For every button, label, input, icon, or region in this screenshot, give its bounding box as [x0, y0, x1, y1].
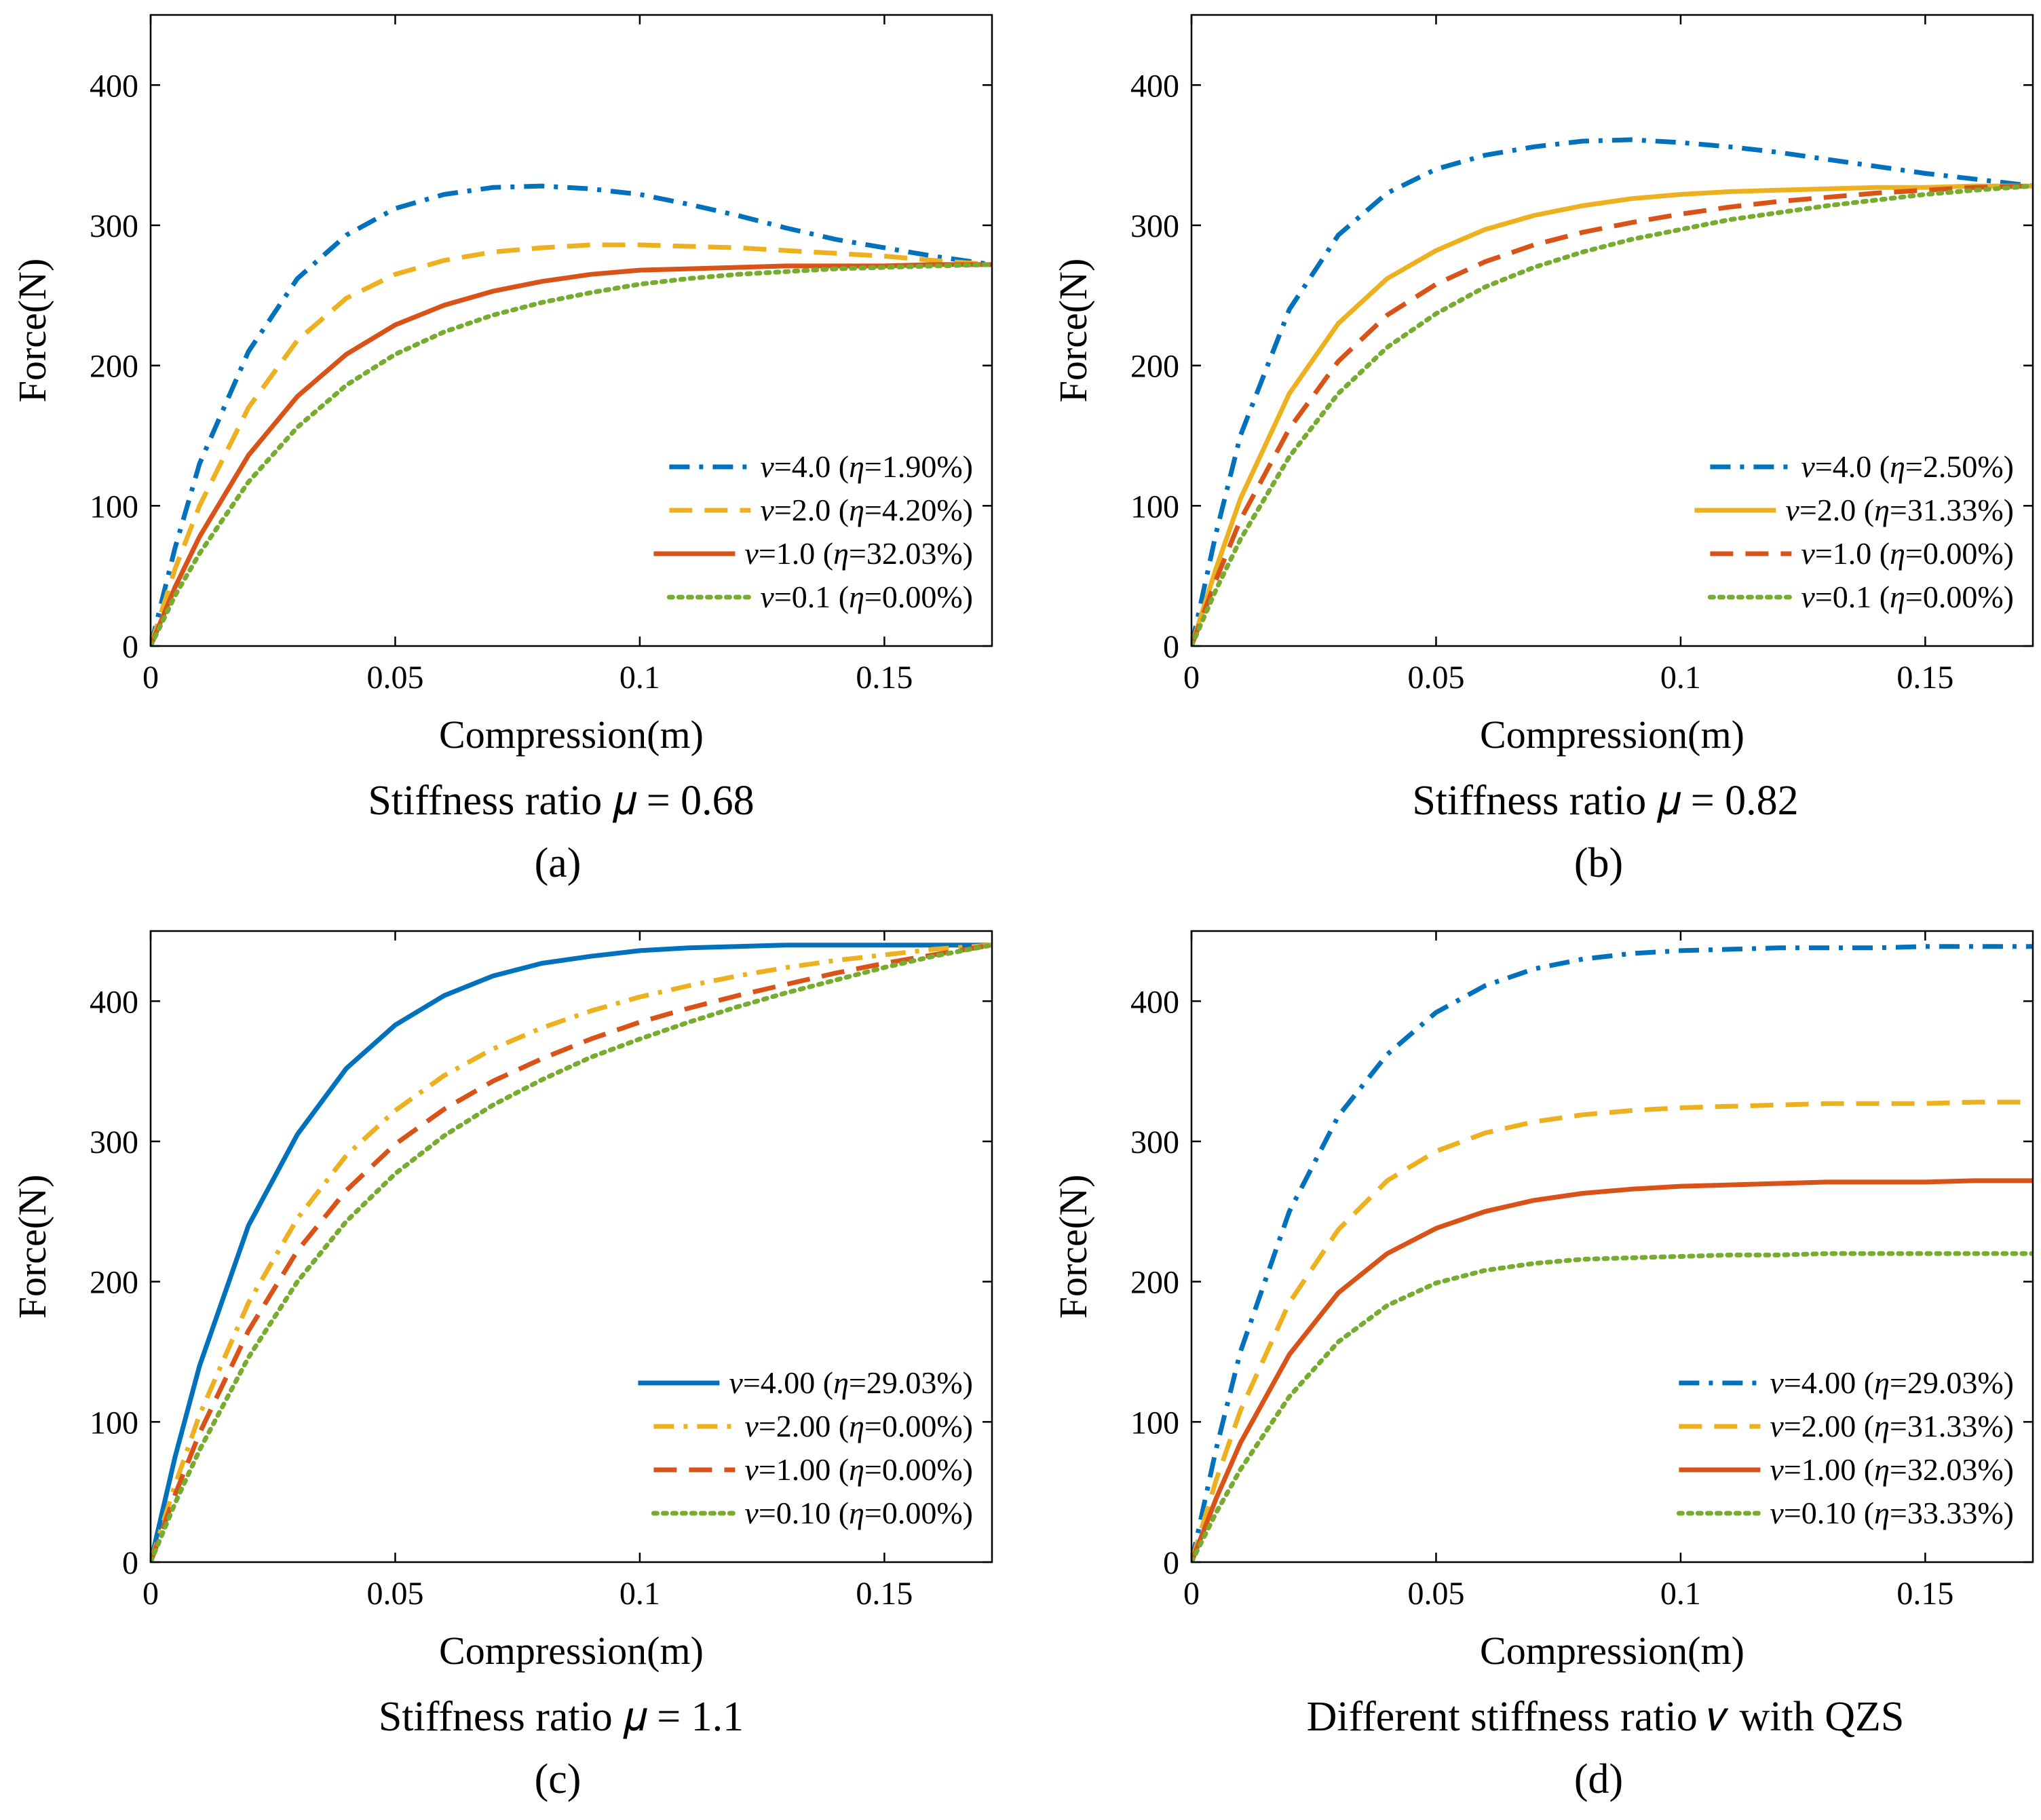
caption-d: Different stiffness ratio 𝜈 with QZS [1307, 1694, 1905, 1740]
panel-label-c: (c) [535, 1756, 581, 1802]
y-axis-title-a: Force(N) [10, 259, 54, 403]
legend-label-a-3: ν=0.1 (η=0.00%) [760, 580, 973, 614]
series-line-b-2 [1191, 183, 2033, 646]
x-axis-title-d: Compression(m) [1480, 1629, 1744, 1673]
y-tick-label-b-1: 100 [1130, 489, 1179, 525]
x-tick-label-c-0: 0 [142, 1576, 159, 1612]
chart-panel-c: 0 0.05 0.1 0.15 0 100 200 300 400 Compression(m) F… [10, 930, 993, 1802]
x-axis-title-c: Compression(m) [439, 1629, 704, 1673]
y-tick-label-a-4: 400 [90, 68, 138, 104]
y-tick-label-a-3: 300 [90, 208, 138, 244]
x-tick-label-c-3: 0.15 [856, 1576, 913, 1612]
y-axis-title-c: Force(N) [10, 1175, 54, 1319]
series-line-d-3 [1191, 1251, 2033, 1562]
series-line-b-3 [1191, 183, 2033, 646]
legend-label-a-1: ν=2.0 (η=4.20%) [760, 493, 973, 527]
y-tick-label-b-3: 300 [1130, 208, 1179, 244]
series-line-d-0 [1191, 944, 2033, 1562]
axes-frame-b [1190, 14, 2034, 647]
legend-label-c-1: ν=2.00 (η=0.00%) [744, 1409, 973, 1443]
caption-c: Stiffness ratio 𝜇 = 1.1 [379, 1694, 744, 1740]
y-tick-label-d-1: 100 [1130, 1405, 1179, 1441]
panel-label-a: (a) [535, 840, 581, 886]
y-tick-label-c-0: 0 [122, 1545, 138, 1581]
x-tick-label-a-3: 0.15 [856, 660, 913, 696]
y-tick-label-d-0: 0 [1163, 1545, 1179, 1581]
series-line-c-1 [151, 943, 992, 1562]
x-tick-label-a-0: 0 [142, 660, 159, 696]
panel-label-b: (b) [1574, 840, 1623, 886]
y-tick-label-a-2: 200 [90, 349, 138, 385]
y-tick-label-b-2: 200 [1130, 349, 1179, 385]
legend-label-b-1: ν=2.0 (η=31.33%) [1785, 493, 2014, 527]
y-tick-label-c-1: 100 [90, 1405, 138, 1441]
x-tick-label-d-1: 0.05 [1407, 1576, 1464, 1612]
series-line-a-3 [151, 262, 992, 646]
series-line-a-1 [151, 242, 992, 646]
legend-label-d-0: ν=4.00 (η=29.03%) [1770, 1365, 2014, 1400]
axes-frame-c [149, 930, 993, 1563]
y-tick-label-d-2: 200 [1130, 1265, 1179, 1301]
series-line-a-2 [151, 262, 992, 646]
x-tick-label-c-2: 0.1 [619, 1576, 660, 1612]
series-line-d-2 [1191, 1178, 2033, 1562]
legend-label-a-2: ν=1.0 (η=32.03%) [744, 536, 973, 571]
x-tick-label-b-3: 0.15 [1896, 660, 1953, 696]
legend-b: ν=4.0 (η=2.50%) ν=2.0 (η=31.33%) ν=1.0 (η=… [1694, 449, 2014, 614]
series-line-c-2 [151, 943, 992, 1562]
chart-panel-b: 0 0.05 0.1 0.15 0 100 200 300 400 Compression(m) F… [1051, 14, 2034, 886]
y-tick-label-c-3: 300 [90, 1124, 138, 1160]
y-tick-label-c-4: 400 [90, 984, 138, 1020]
x-tick-label-d-0: 0 [1183, 1576, 1200, 1612]
series-line-d-1 [1191, 1099, 2033, 1562]
y-tick-label-a-1: 100 [90, 489, 138, 525]
x-tick-label-b-0: 0 [1183, 660, 1200, 696]
chart-panel-a: 0 0.05 0.1 0.15 0 100 200 300 400 Compression(m) F… [10, 14, 993, 886]
panel-label-d: (d) [1574, 1756, 1623, 1802]
x-axis-title-b: Compression(m) [1480, 713, 1744, 757]
legend-label-b-3: ν=0.1 (η=0.00%) [1801, 580, 2014, 614]
legend-label-d-1: ν=2.00 (η=31.33%) [1770, 1409, 2014, 1443]
y-tick-label-b-4: 400 [1130, 68, 1179, 104]
legend-d: ν=4.00 (η=29.03%) ν=2.00 (η=31.33%) ν=1.00… [1676, 1365, 2014, 1530]
legend-a: ν=4.0 (η=1.90%) ν=2.0 (η=4.20%) ν=1.0 (η=3… [653, 449, 973, 614]
y-tick-label-c-2: 200 [90, 1265, 138, 1301]
legend-c: ν=4.00 (η=29.03%) ν=2.00 (η=0.00%) ν=1.00 … [638, 1365, 973, 1530]
caption-b: Stiffness ratio 𝜇 = 0.82 [1412, 778, 1798, 824]
legend-label-c-3: ν=0.10 (η=0.00%) [744, 1496, 973, 1530]
legend-label-d-2: ν=1.00 (η=32.03%) [1770, 1452, 2014, 1487]
y-tick-label-d-3: 300 [1130, 1124, 1179, 1160]
axes-frame-d [1190, 930, 2034, 1563]
x-tick-label-b-2: 0.1 [1660, 660, 1701, 696]
y-tick-label-a-0: 0 [122, 629, 138, 665]
y-axis-title-b: Force(N) [1051, 259, 1095, 403]
series-line-c-0 [151, 943, 992, 1562]
legend-label-d-3: ν=0.10 (η=33.33%) [1770, 1496, 2014, 1530]
x-tick-label-a-1: 0.05 [366, 660, 423, 696]
series-line-a-0 [151, 183, 992, 646]
legend-label-c-0: ν=4.00 (η=29.03%) [729, 1365, 973, 1400]
x-tick-label-a-2: 0.1 [619, 660, 660, 696]
legend-label-b-0: ν=4.0 (η=2.50%) [1801, 449, 2014, 484]
y-tick-label-b-0: 0 [1163, 629, 1179, 665]
x-axis-title-a: Compression(m) [439, 713, 704, 757]
x-tick-label-b-1: 0.05 [1407, 660, 1464, 696]
x-tick-label-d-2: 0.1 [1660, 1576, 1701, 1612]
legend-label-b-2: ν=1.0 (η=0.00%) [1801, 536, 2014, 571]
series-line-b-1 [1191, 183, 2033, 646]
legend-label-c-2: ν=1.00 (η=0.00%) [744, 1452, 973, 1487]
y-tick-label-d-4: 400 [1130, 984, 1179, 1020]
y-axis-title-d: Force(N) [1051, 1175, 1095, 1319]
x-tick-label-c-1: 0.05 [366, 1576, 423, 1612]
legend-label-a-0: ν=4.0 (η=1.90%) [760, 449, 973, 484]
caption-a: Stiffness ratio 𝜇 = 0.68 [368, 778, 754, 824]
series-line-b-0 [1191, 137, 2033, 646]
axes-frame-a [149, 14, 993, 647]
x-tick-label-d-3: 0.15 [1896, 1576, 1953, 1612]
series-line-c-3 [151, 943, 992, 1562]
chart-panel-d: 0 0.05 0.1 0.15 0 100 200 300 400 Compression(m) F… [1051, 930, 2034, 1802]
